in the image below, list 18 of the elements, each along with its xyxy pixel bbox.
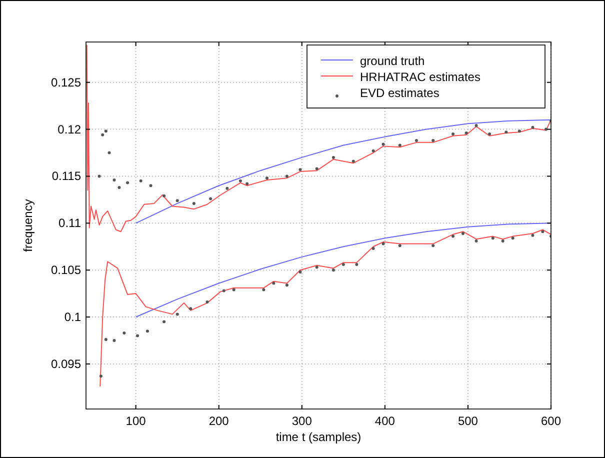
y-tick-label: 0.105 xyxy=(50,263,82,278)
y-tick-label: 0.115 xyxy=(52,169,82,184)
legend-label: ground truth xyxy=(360,54,425,68)
x-tick-label: 100 xyxy=(126,414,146,428)
x-tick-label: 500 xyxy=(458,414,478,428)
legend-label: EVD estimates xyxy=(360,86,440,100)
y-tick-label: 0.12 xyxy=(58,122,82,136)
x-axis-title: time t (samples) xyxy=(276,430,362,444)
x-tick-label: 300 xyxy=(292,414,312,428)
legend-label: HRHATRAC estimates xyxy=(360,70,480,84)
x-tick-label: 600 xyxy=(540,414,562,428)
y-tick-label: 0.095 xyxy=(50,356,82,371)
y-axis-title: frequency xyxy=(21,199,35,252)
y-tick-label: 0.125 xyxy=(50,75,82,90)
y-tick-label: 0.1 xyxy=(64,310,82,324)
x-tick-label: 200 xyxy=(208,414,230,428)
y-tick-label: 0.11 xyxy=(58,216,82,230)
x-tick-label: 400 xyxy=(374,414,396,428)
